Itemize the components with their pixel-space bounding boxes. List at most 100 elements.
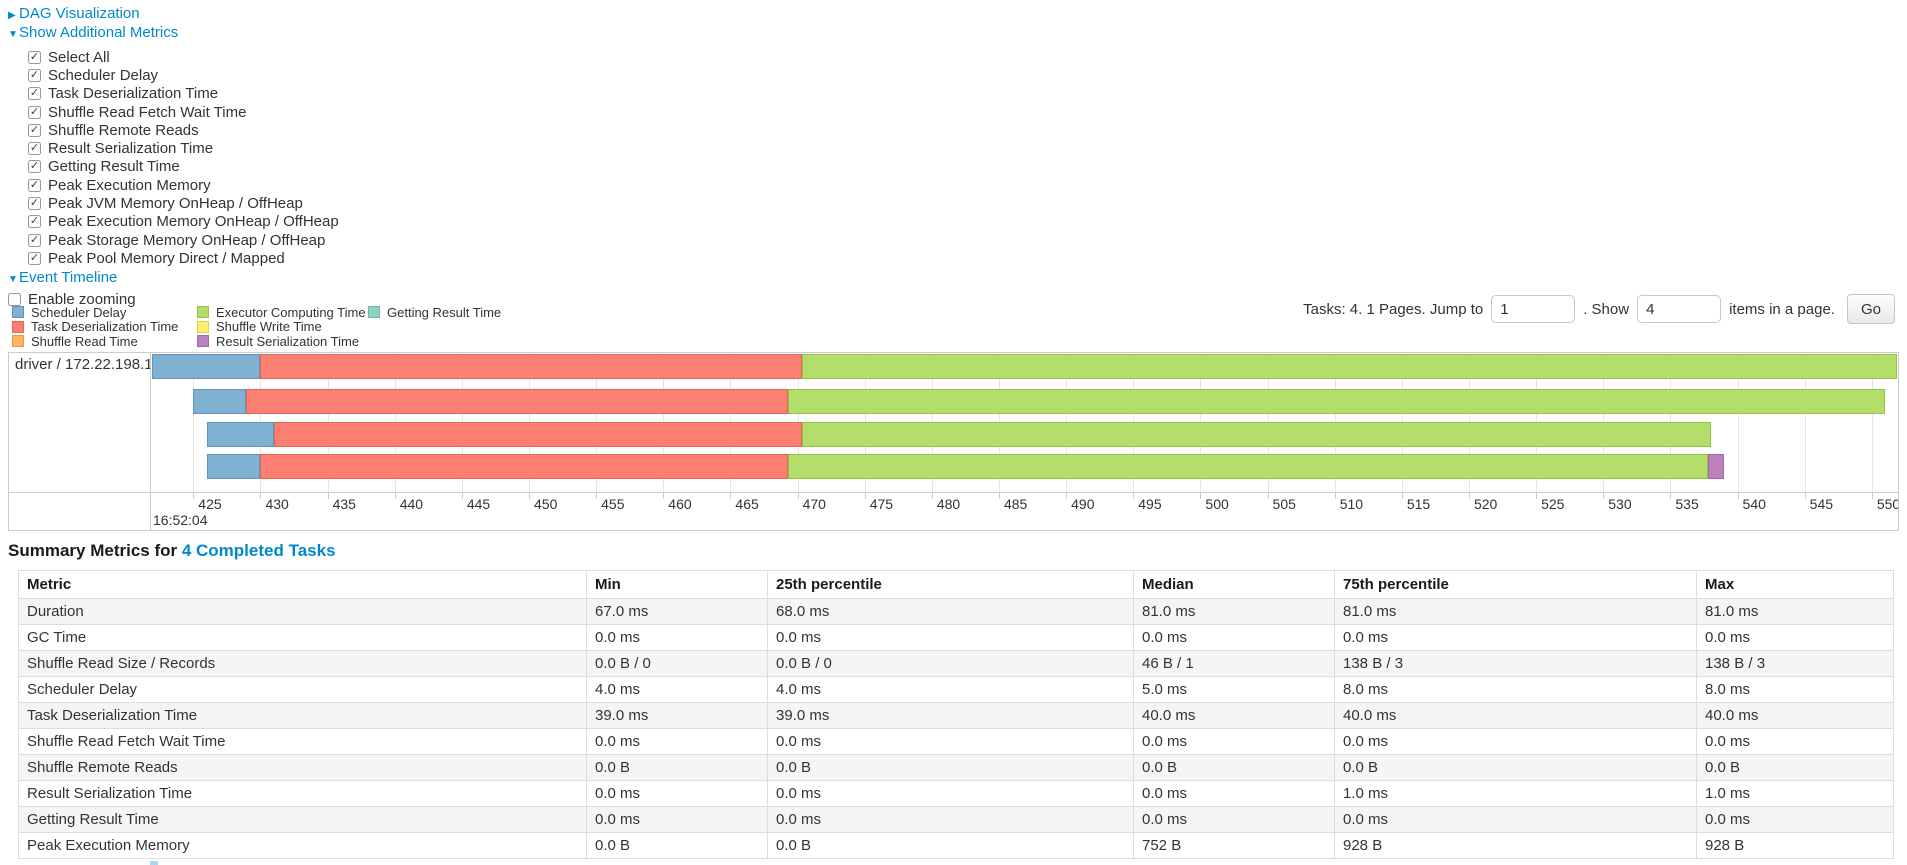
checkbox-icon[interactable]: ✓ (28, 68, 41, 82)
show-text: . Show (1583, 300, 1630, 318)
checkbox-icon[interactable]: ✓ (28, 50, 41, 64)
checkbox-icon[interactable]: ✓ (28, 160, 41, 174)
timeline-bar-segment-scheduler_delay[interactable] (193, 389, 246, 414)
axis-tick-label: 495 (1138, 496, 1162, 512)
axis-tick (1670, 493, 1672, 499)
metric-value-cell: 39.0 ms (586, 702, 768, 729)
legend-swatch-icon (197, 335, 209, 348)
metric-value-cell: 0.0 ms (586, 780, 768, 807)
metric-name-cell: Getting Result Time (18, 806, 587, 833)
timeline-bar-segment-scheduler_delay[interactable] (206, 454, 261, 479)
legend-swatch-icon (12, 306, 24, 319)
metric-checkbox-row[interactable]: ✓ Peak Storage Memory OnHeap / OffHeap (28, 231, 339, 249)
axis-gridline (1804, 353, 1806, 492)
timeline-bar-segment-task_deserialization[interactable] (260, 354, 802, 379)
metric-checkbox-row[interactable]: ✓ Shuffle Read Fetch Wait Time (28, 103, 339, 121)
metric-value-cell: 0.0 B (586, 832, 768, 859)
metric-value-cell: 0.0 B (586, 754, 768, 781)
metric-checkbox-row[interactable]: ✓ Peak Pool Memory Direct / Mapped (28, 249, 339, 267)
metric-value-cell: 46 B / 1 (1133, 650, 1335, 677)
checkbox-icon[interactable]: ✓ (28, 87, 41, 101)
metric-checkbox-row[interactable]: ✓ Select All (28, 48, 339, 66)
legend-column: Scheduler Delay Task Deserialization Time… (12, 305, 178, 349)
timeline-bar-segment-task_deserialization[interactable] (260, 454, 789, 479)
axis-tick-label: 520 (1473, 496, 1498, 512)
metric-checkbox-row[interactable]: ✓ Getting Result Time (28, 158, 339, 176)
timeline-bar-segment-scheduler_delay[interactable] (151, 354, 261, 379)
chevron-down-icon: ▼ (8, 29, 18, 40)
axis-tick-label: 460 (668, 496, 692, 512)
metric-value-cell: 40.0 ms (1334, 702, 1697, 729)
enable-zooming-checkbox[interactable] (8, 293, 21, 307)
table-row: Scheduler Delay 4.0 ms 4.0 ms 5.0 ms 8.0 ms 8… (18, 676, 1894, 703)
dag-visualization-label: DAG Visualization (19, 5, 140, 22)
timeline-bar-segment-executor_computing[interactable] (801, 422, 1711, 447)
metric-value-cell: 928 B (1334, 832, 1697, 859)
metric-checkbox-label: Select All (48, 48, 110, 66)
metric-name-cell: Duration (18, 598, 587, 625)
metric-value-cell: 0.0 ms (1133, 728, 1335, 755)
legend-column: Executor Computing Time Shuffle Write Tim… (197, 305, 366, 349)
jump-to-page-input[interactable] (1491, 295, 1576, 323)
metric-checkbox-row[interactable]: ✓ Shuffle Remote Reads (28, 121, 339, 139)
metric-name-cell: Peak Execution Memory (18, 832, 587, 859)
show-additional-metrics-toggle[interactable]: ▼Show Additional Metrics (8, 25, 339, 43)
legend-item-label: Task Deserialization Time (31, 319, 179, 335)
timeline-bar-segment-task_deserialization[interactable] (245, 389, 789, 414)
metric-checkbox-row[interactable]: ✓ Peak Execution Memory OnHeap / OffHeap (28, 213, 339, 231)
axis-tick-label: 480 (936, 496, 961, 512)
checkbox-icon[interactable]: ✓ (28, 251, 41, 265)
timeline-plot-area (151, 353, 1898, 492)
timeline-bar-segment-result_serialization[interactable] (1707, 454, 1725, 479)
completed-tasks-link[interactable]: 4 Completed Tasks (181, 541, 336, 560)
go-button[interactable]: Go (1846, 294, 1895, 324)
metric-value-cell: 0.0 B (767, 832, 1134, 859)
checkbox-icon[interactable]: ✓ (28, 105, 41, 119)
metric-value-cell: 0.0 B (767, 754, 1134, 781)
event-timeline-toggle[interactable]: ▼Event Timeline (8, 269, 339, 288)
checkbox-icon[interactable]: ✓ (28, 123, 41, 137)
metric-checkbox-row[interactable]: ✓ Result Serialization Time (28, 139, 339, 157)
legend-column: Getting Result Time (368, 305, 501, 320)
checkbox-icon[interactable]: ✓ (28, 142, 41, 156)
legend-item-label: Shuffle Read Time (31, 333, 138, 349)
metric-checkbox-label: Peak Execution Memory OnHeap / OffHeap (48, 213, 339, 231)
axis-tick (1066, 493, 1068, 499)
timeline-bar-segment-executor_computing[interactable] (788, 454, 1708, 479)
metric-checkbox-row[interactable]: ✓ Peak JVM Memory OnHeap / OffHeap (28, 194, 339, 212)
metric-value-cell: 1.0 ms (1696, 780, 1894, 807)
axis-tick (1267, 493, 1269, 499)
axis-tick (931, 493, 933, 499)
checkbox-icon[interactable]: ✓ (28, 215, 41, 229)
timeline-bar-segment-executor_computing[interactable] (788, 389, 1886, 414)
axis-tick-label: 550 (1876, 496, 1899, 512)
axis-tick (1133, 493, 1135, 499)
show-additional-metrics-label: Show Additional Metrics (19, 24, 179, 41)
metric-value-cell: 138 B / 3 (1696, 650, 1894, 677)
axis-tick (1603, 493, 1605, 499)
chevron-right-icon: ▶ (8, 10, 16, 21)
axis-tick-label: 470 (802, 496, 826, 512)
timeline-bar-segment-executor_computing[interactable] (801, 354, 1898, 379)
items-per-page-input[interactable] (1637, 295, 1722, 323)
checkbox-icon[interactable]: ✓ (28, 197, 41, 211)
metric-checkbox-row[interactable]: ✓ Task Deserialization Time (28, 85, 339, 103)
timeline-bar-segment-task_deserialization[interactable] (273, 422, 802, 447)
checkbox-icon[interactable]: ✓ (28, 233, 41, 247)
timeline-bar-segment-scheduler_delay[interactable] (206, 422, 274, 447)
dag-visualization-toggle[interactable]: ▶ DAG Visualization (8, 6, 339, 24)
axis-tick (1737, 493, 1739, 499)
metric-value-cell: 67.0 ms (586, 598, 768, 625)
enable-zooming-checkbox-row[interactable]: Enable zooming (8, 291, 339, 309)
metric-value-cell: 1.0 ms (1334, 780, 1697, 807)
metric-value-cell: 5.0 ms (1133, 676, 1335, 703)
metric-value-cell: 0.0 B (1133, 754, 1335, 781)
metric-name-cell: Shuffle Read Fetch Wait Time (18, 728, 587, 755)
metric-name-cell: Shuffle Read Size / Records (18, 650, 587, 677)
checkbox-icon[interactable]: ✓ (28, 178, 41, 192)
axis-tick (730, 493, 732, 499)
metric-checkbox-row[interactable]: ✓ Peak Execution Memory (28, 176, 339, 194)
axis-tick (1334, 493, 1336, 499)
task-pagination-bar: Tasks: 4. 1 Pages. Jump to . Show items … (1299, 294, 1895, 324)
metric-checkbox-row[interactable]: ✓ Scheduler Delay (28, 66, 339, 84)
